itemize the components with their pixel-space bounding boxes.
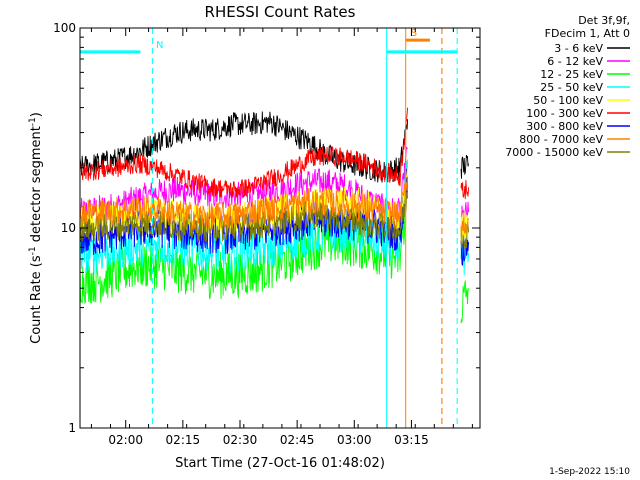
series-line-800to7000kev-0 [79,176,409,231]
x-tick-label: 03:15 [394,433,429,447]
chart-title: RHESSI Count Rates [205,3,356,21]
series-line-3to6kev-1 [460,154,470,179]
legend-header-line-1: Det 3f,9f, [578,14,630,27]
x-tick-label: 02:00 [108,433,143,447]
x-tick-label: 02:15 [166,433,201,447]
series-line-800to7000kev-1 [460,217,470,240]
y-axis-label-part-3: ) [29,112,44,117]
x-tick-label: 02:30 [223,433,258,447]
y-axis-ticks: 1 10 100 [53,21,480,435]
legend-header-line-2: FDecim 1, Att 0 [545,27,630,40]
series-line-12to25kev-1 [460,280,470,324]
series-line-7000to15000kev-0 [79,191,408,245]
legend-label: 800 - 7000 keV [519,133,603,146]
legend-label: 50 - 100 keV [533,94,603,107]
legend-label: 3 - 6 keV [554,42,603,55]
series-layer [79,107,470,324]
legend-label: 25 - 50 keV [540,81,603,94]
x-tick-label: 02:45 [280,433,315,447]
x-axis-ticks: 02:00 02:15 02:30 02:45 03:00 03:15 [90,28,473,447]
y-tick-label: 1 [68,421,76,435]
y-tick-label: 10 [61,221,76,235]
footer-date: 1-Sep-2022 15:10 [549,467,630,477]
legend-label: 100 - 300 keV [526,107,603,120]
y-axis-label-part-1: Count Rate (s [29,255,44,344]
y-axis-label-part-2: detector segment [29,126,44,246]
x-axis-label: Start Time (27-Oct-16 01:48:02) [175,456,385,471]
y-tick-label: 100 [53,21,76,35]
legend-label: 12 - 25 keV [540,68,603,81]
marker-label-1: S [411,28,417,39]
series-line-300to800kev-1 [460,224,470,266]
marker-label-0: N [156,40,163,51]
x-tick-label: 03:00 [337,433,372,447]
series-line-100to300kev-0 [79,107,409,199]
legend-label: 6 - 12 keV [547,55,603,68]
y-axis-label: Count Rate (s-1 detector segment-1) [28,112,44,344]
legend-label: 7000 - 15000 keV [505,146,603,159]
series-line-100to300kev-1 [460,179,470,200]
y-axis-label-sup-1: -1 [28,246,38,255]
legend-label: 300 - 800 keV [526,120,603,133]
marker-layer: NS [80,28,458,428]
y-axis-label-sup-2: -1 [28,117,38,126]
